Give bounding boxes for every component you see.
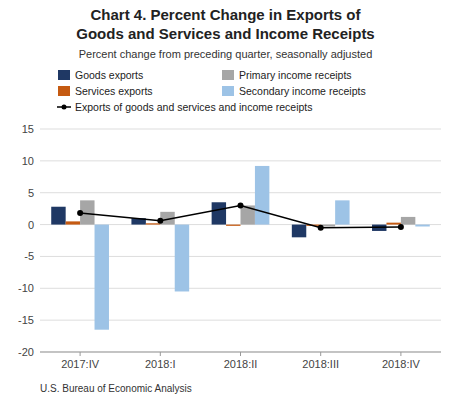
legend-label: Goods exports [75, 69, 143, 81]
bar [175, 225, 189, 292]
x-tick-label: 2018:II [224, 358, 258, 370]
y-tick-label: 5 [28, 187, 34, 199]
bar [386, 223, 400, 225]
x-tick-label: 2017:IV [61, 358, 100, 370]
y-tick-label: -20 [18, 346, 34, 358]
legend-label: Secondary income receipts [239, 85, 366, 97]
x-tick-label: 2018:III [302, 358, 339, 370]
x-tick [400, 352, 401, 356]
x-axis: 2017:IV 2018:I 2018:II 2018:III 2018:IV [40, 352, 441, 370]
legend-swatch [222, 70, 234, 80]
x-tick-label: 2018:IV [382, 358, 421, 370]
bar-series [95, 166, 430, 330]
legend-marker [62, 105, 67, 110]
grid-line [40, 192, 441, 193]
legend-label: Primary income receipts [239, 69, 352, 81]
line-marker [238, 202, 244, 208]
legend-label: Services exports [75, 85, 153, 97]
bar [212, 202, 226, 224]
footnote: U.S. Bureau of Economic Analysis [40, 383, 192, 394]
plot-area [51, 166, 430, 330]
y-tick-label: 10 [22, 155, 34, 167]
x-tick [80, 352, 81, 356]
legend-swatch [58, 70, 70, 80]
grid-line [40, 129, 441, 130]
bar [335, 200, 349, 224]
x-tick [160, 352, 161, 356]
y-tick-label: -15 [18, 314, 34, 326]
bar [95, 225, 109, 330]
y-tick-label: 0 [28, 219, 34, 231]
line-marker [318, 225, 324, 231]
y-tick-label: -10 [18, 282, 34, 294]
x-tick [240, 352, 241, 356]
bar [401, 217, 415, 225]
line [80, 205, 401, 227]
bar [226, 225, 240, 226]
y-axis: -20 -15 -10 -5 0 5 10 15 [18, 123, 441, 358]
line-marker [77, 210, 83, 216]
legend-swatch [58, 86, 70, 96]
bar [415, 225, 429, 227]
bar-series [80, 200, 415, 226]
legend: Goods exports Services exports Primary inc… [57, 69, 366, 113]
title: Chart 4. Percent Change in Exports of [90, 6, 361, 23]
line-marker [157, 218, 163, 224]
legend-label: Exports of goods and services and income… [75, 101, 313, 113]
line-series [77, 202, 404, 230]
bar [66, 221, 80, 224]
subtitle: Percent change from preceding quarter, s… [79, 48, 373, 60]
grid-line [40, 160, 441, 161]
bar [255, 166, 269, 225]
line-marker [398, 224, 404, 230]
x-tick-label: 2018:I [145, 358, 176, 370]
title: Goods and Services and Income Receipts [76, 25, 374, 42]
bar [51, 207, 65, 225]
legend-swatch [222, 86, 234, 96]
bar [292, 225, 306, 238]
y-tick-label: 15 [22, 123, 34, 135]
chart: Chart 4. Percent Change in Exports of Goo… [0, 0, 451, 401]
bar [146, 223, 160, 224]
y-tick-label: -5 [24, 250, 34, 262]
x-tick [320, 352, 321, 356]
bar-series [66, 221, 401, 225]
